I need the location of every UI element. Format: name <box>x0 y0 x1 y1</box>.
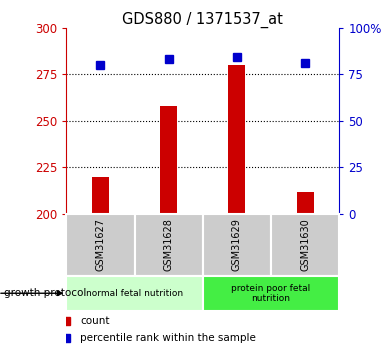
Bar <box>66 214 135 276</box>
Bar <box>160 106 177 214</box>
Text: GSM31630: GSM31630 <box>300 219 310 271</box>
Text: GSM31627: GSM31627 <box>96 218 105 272</box>
Bar <box>203 276 339 310</box>
Bar <box>297 191 314 214</box>
Text: count: count <box>80 316 110 326</box>
Text: GSM31628: GSM31628 <box>164 218 174 272</box>
Text: GSM31629: GSM31629 <box>232 218 242 272</box>
Bar <box>66 276 203 310</box>
Title: GDS880 / 1371537_at: GDS880 / 1371537_at <box>122 11 283 28</box>
Bar <box>203 214 271 276</box>
Bar <box>229 65 245 214</box>
Bar <box>271 214 339 276</box>
Text: normal fetal nutrition: normal fetal nutrition <box>86 289 183 298</box>
Bar <box>92 177 109 214</box>
Text: protein poor fetal
nutrition: protein poor fetal nutrition <box>231 284 311 303</box>
Bar <box>135 214 203 276</box>
Text: growth protocol: growth protocol <box>4 288 86 298</box>
Text: percentile rank within the sample: percentile rank within the sample <box>80 333 256 343</box>
